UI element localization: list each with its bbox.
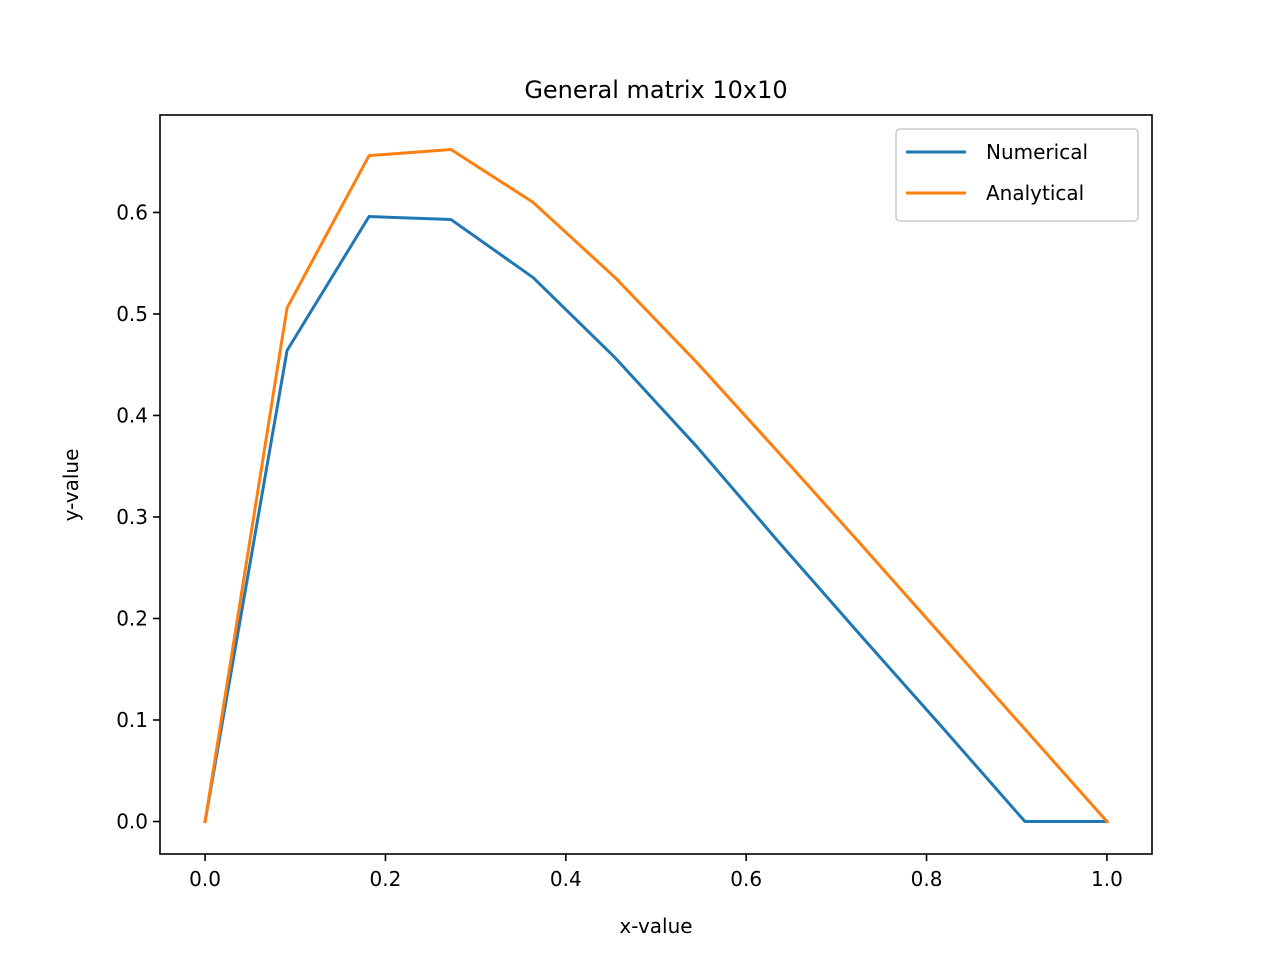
x-tick-label: 0.6	[730, 867, 762, 891]
x-tick-label: 0.4	[550, 867, 582, 891]
y-axis-label: y-value	[59, 449, 83, 522]
y-tick-label: 0.6	[116, 200, 148, 224]
legend: Numerical Analytical	[895, 128, 1139, 222]
series-line-numerical	[203, 215, 1109, 824]
y-tick-label: 0.1	[116, 708, 148, 732]
legend-label-analytical: Analytical	[986, 181, 1084, 205]
x-tick-label: 1.0	[1091, 867, 1123, 891]
plot-area	[159, 114, 1153, 855]
y-tick-label: 0.3	[116, 505, 148, 529]
axes-frame	[159, 114, 1153, 855]
series-layer	[203, 148, 1110, 824]
y-tick-label: 0.4	[116, 403, 148, 427]
y-tick-label: 0.5	[116, 302, 148, 326]
x-tick-label: 0.2	[370, 867, 402, 891]
legend-label-numerical: Numerical	[986, 140, 1088, 164]
y-axis-ticks: 0.0 0.1 0.2 0.3 0.4 0.5 0.6	[116, 200, 160, 834]
y-tick-label: 0.0	[116, 810, 148, 834]
x-axis-label: x-value	[619, 914, 692, 938]
series-line-analytical	[203, 148, 1110, 824]
x-tick-label: 0.8	[911, 867, 943, 891]
y-tick-label: 0.2	[116, 606, 148, 630]
chart-title: General matrix 10x10	[524, 76, 787, 104]
x-axis-ticks: 0.0 0.2 0.4 0.6 0.8 1.0	[189, 854, 1123, 891]
x-tick-label: 0.0	[189, 867, 221, 891]
